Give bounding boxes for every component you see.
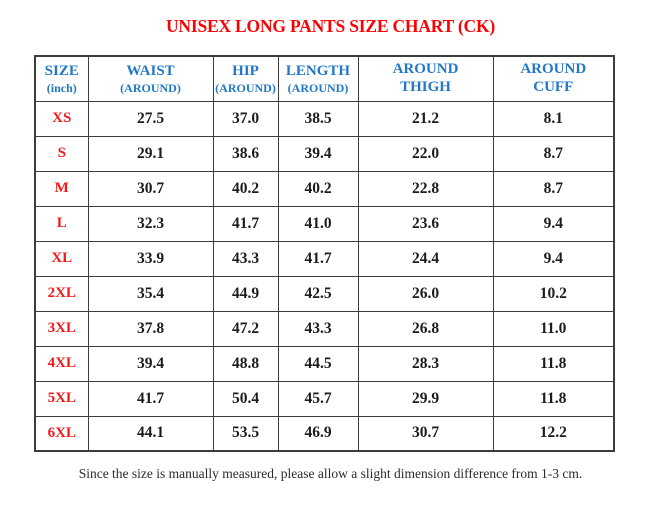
cuff-cell: 8.7: [492, 170, 615, 207]
table-row-xs: XS 27.5 37.0 38.5 21.2 8.1: [34, 100, 615, 137]
hip-cell: 47.2: [212, 310, 279, 347]
table-row-l: L 32.3 41.7 41.0 23.6 9.4: [34, 205, 615, 242]
table-row-m: M 30.7 40.2 40.2 22.8 8.7: [34, 170, 615, 207]
header-size-label: SIZE: [44, 62, 79, 79]
waist-cell: 41.7: [87, 380, 214, 417]
table-row-xl: XL 33.9 43.3 41.7 24.4 9.4: [34, 240, 615, 277]
thigh-cell: 24.4: [357, 240, 494, 277]
header-hip: HIP (AROUND): [212, 55, 279, 102]
thigh-cell: 26.0: [357, 275, 494, 312]
length-cell: 44.5: [277, 345, 359, 382]
waist-cell: 35.4: [87, 275, 214, 312]
length-cell: 42.5: [277, 275, 359, 312]
header-length-sub: (AROUND): [287, 80, 349, 95]
page-title: UNISEX LONG PANTS SIZE CHART (CK): [165, 16, 496, 36]
header-cuff: AROUND CUFF: [492, 55, 615, 102]
header-size: SIZE (inch): [34, 55, 89, 102]
length-cell: 40.2: [277, 170, 359, 207]
size-cell: 5XL: [34, 380, 89, 417]
thigh-cell: 28.3: [357, 345, 494, 382]
hip-cell: 50.4: [212, 380, 279, 417]
cuff-cell: 11.0: [492, 310, 615, 347]
waist-cell: 44.1: [87, 415, 214, 452]
hip-cell: 37.0: [212, 100, 279, 137]
waist-cell: 27.5: [87, 100, 214, 137]
length-cell: 41.0: [277, 205, 359, 242]
header-waist-label: WAIST: [126, 62, 175, 79]
header-length: LENGTH (AROUND): [277, 55, 359, 102]
length-cell: 41.7: [277, 240, 359, 277]
size-cell: 2XL: [34, 275, 89, 312]
table-row-5xl: 5XL 41.7 50.4 45.7 29.9 11.8: [34, 380, 615, 417]
size-cell: S: [34, 135, 89, 172]
length-cell: 43.3: [277, 310, 359, 347]
header-waist: WAIST (AROUND): [87, 55, 214, 102]
size-cell: 6XL: [34, 415, 89, 452]
table-row-6xl: 6XL 44.1 53.5 46.9 30.7 12.2: [34, 415, 615, 452]
cuff-cell: 9.4: [492, 205, 615, 242]
size-cell: M: [34, 170, 89, 207]
waist-cell: 30.7: [87, 170, 214, 207]
waist-cell: 32.3: [87, 205, 214, 242]
table-row-s: S 29.1 38.6 39.4 22.0 8.7: [34, 135, 615, 172]
hip-cell: 41.7: [212, 205, 279, 242]
size-cell: 3XL: [34, 310, 89, 347]
thigh-cell: 30.7: [357, 415, 494, 452]
header-hip-sub: (AROUND): [215, 80, 276, 95]
hip-cell: 48.8: [212, 345, 279, 382]
table-row-2xl: 2XL 35.4 44.9 42.5 26.0 10.2: [34, 275, 615, 312]
header-cuff-label-line2: CUFF: [533, 78, 574, 95]
length-cell: 39.4: [277, 135, 359, 172]
header-length-label: LENGTH: [285, 62, 351, 79]
table-row-4xl: 4XL 39.4 48.8 44.5 28.3 11.8: [34, 345, 615, 382]
length-cell: 46.9: [277, 415, 359, 452]
hip-cell: 40.2: [212, 170, 279, 207]
thigh-cell: 23.6: [357, 205, 494, 242]
waist-cell: 33.9: [87, 240, 214, 277]
hip-cell: 53.5: [212, 415, 279, 452]
cuff-cell: 11.8: [492, 380, 615, 417]
size-cell: L: [34, 205, 89, 242]
cuff-cell: 11.8: [492, 345, 615, 382]
header-thigh-label-line2: THIGH: [400, 78, 451, 95]
header-size-unit: (inch): [46, 80, 77, 95]
length-cell: 38.5: [277, 100, 359, 137]
header-thigh: AROUND THIGH: [357, 55, 494, 102]
cuff-cell: 8.7: [492, 135, 615, 172]
table-row-3xl: 3XL 37.8 47.2 43.3 26.8 11.0: [34, 310, 615, 347]
header-cuff-label-line1: AROUND: [520, 61, 587, 78]
cuff-cell: 12.2: [492, 415, 615, 452]
table-body: XS 27.5 37.0 38.5 21.2 8.1 S 29.1 38.6 3…: [34, 100, 615, 452]
size-cell: XL: [34, 240, 89, 277]
size-cell: XS: [34, 100, 89, 137]
size-chart-table: SIZE (inch) WAIST (AROUND) HIP (AROUND) …: [34, 55, 615, 452]
measurement-disclaimer: Since the size is manually measured, ple…: [78, 466, 583, 481]
header-row: SIZE (inch) WAIST (AROUND) HIP (AROUND) …: [34, 55, 615, 102]
hip-cell: 43.3: [212, 240, 279, 277]
thigh-cell: 21.2: [357, 100, 494, 137]
thigh-cell: 22.8: [357, 170, 494, 207]
header-thigh-label-line1: AROUND: [392, 61, 459, 78]
cuff-cell: 8.1: [492, 100, 615, 137]
waist-cell: 39.4: [87, 345, 214, 382]
length-cell: 45.7: [277, 380, 359, 417]
hip-cell: 44.9: [212, 275, 279, 312]
waist-cell: 29.1: [87, 135, 214, 172]
thigh-cell: 29.9: [357, 380, 494, 417]
cuff-cell: 9.4: [492, 240, 615, 277]
hip-cell: 38.6: [212, 135, 279, 172]
thigh-cell: 26.8: [357, 310, 494, 347]
waist-cell: 37.8: [87, 310, 214, 347]
thigh-cell: 22.0: [357, 135, 494, 172]
cuff-cell: 10.2: [492, 275, 615, 312]
header-waist-sub: (AROUND): [120, 80, 181, 95]
table-header: SIZE (inch) WAIST (AROUND) HIP (AROUND) …: [34, 55, 615, 102]
header-hip-label: HIP: [232, 62, 259, 79]
size-cell: 4XL: [34, 345, 89, 382]
